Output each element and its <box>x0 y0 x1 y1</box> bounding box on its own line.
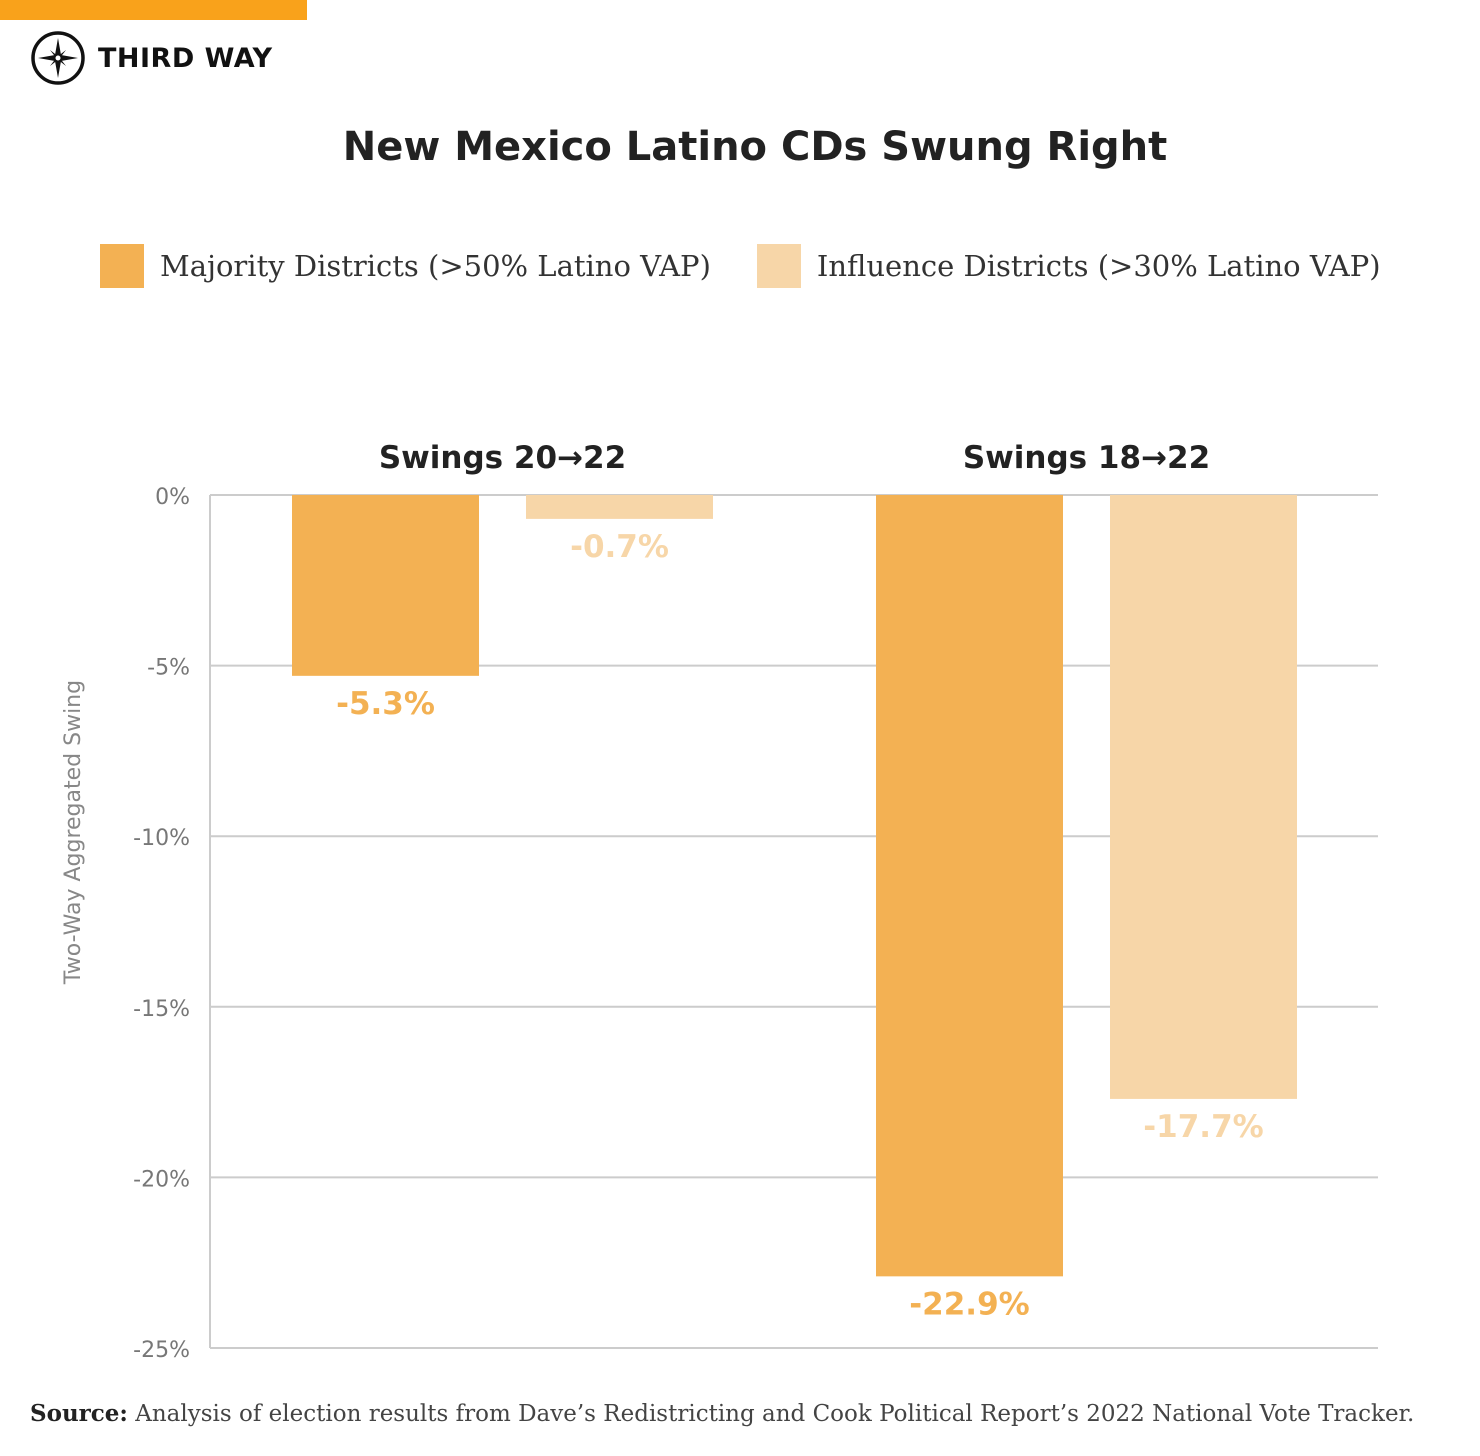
y-tick-label: -25% <box>133 1338 190 1363</box>
bar <box>1110 495 1297 1099</box>
data-label: -5.3% <box>336 686 435 722</box>
legend-label-influence: Influence Districts (>30% Latino VAP) <box>816 249 1381 283</box>
y-tick-label: -10% <box>133 826 190 851</box>
chart-title: New Mexico Latino CDs Swung Right <box>342 124 1168 170</box>
bar <box>292 495 479 676</box>
source-label: Source: <box>30 1400 128 1427</box>
source-note: Source: Analysis of election results fro… <box>30 1400 1414 1427</box>
data-label: -17.7% <box>1143 1109 1263 1145</box>
legend-swatch-influence <box>756 244 801 288</box>
top-accent-bar <box>0 0 307 20</box>
y-axis-label: Two-Way Aggregated Swing <box>61 680 86 985</box>
category-label: Swings 20→22 <box>379 440 626 476</box>
category-label: Swings 18→22 <box>963 440 1210 476</box>
y-tick-label: -15% <box>133 997 190 1022</box>
data-label: -22.9% <box>909 1286 1029 1322</box>
legend: Majority Districts (>50% Latino VAP) Inf… <box>100 244 1427 288</box>
data-label: -0.7% <box>570 529 669 565</box>
y-tick-label: -5% <box>147 656 190 681</box>
y-tick-label: -20% <box>133 1167 190 1192</box>
legend-item-majority: Majority Districts (>50% Latino VAP) <box>100 244 711 288</box>
legend-item-influence: Influence Districts (>30% Latino VAP) <box>756 244 1381 288</box>
bar <box>876 495 1063 1277</box>
legend-label-majority: Majority Districts (>50% Latino VAP) <box>160 249 711 283</box>
compass-icon <box>31 31 85 85</box>
logo: THIRD WAY <box>30 30 273 86</box>
brand-name: THIRD WAY <box>98 42 273 74</box>
bar <box>526 495 713 519</box>
y-tick-label: 0% <box>155 485 190 510</box>
source-text: Analysis of election results from Dave’s… <box>135 1401 1415 1427</box>
legend-swatch-majority <box>100 244 144 288</box>
